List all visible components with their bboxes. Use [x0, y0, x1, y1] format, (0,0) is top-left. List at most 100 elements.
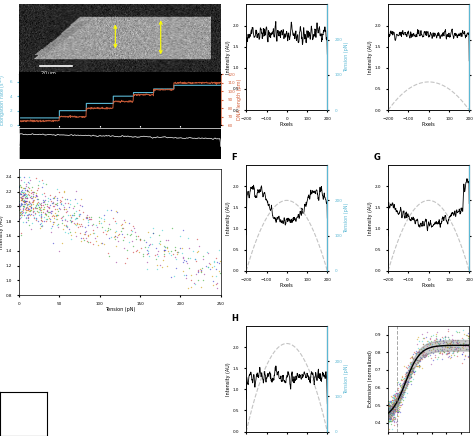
Point	[401, 380, 408, 387]
Point	[67, 232, 75, 238]
Point	[20, 201, 28, 208]
Point	[58, 239, 66, 246]
Point	[389, 415, 396, 422]
Point	[420, 348, 428, 355]
Point	[419, 344, 427, 351]
Point	[53, 215, 61, 222]
Point	[409, 368, 416, 375]
Point	[445, 350, 452, 357]
Point	[215, 247, 223, 254]
Point	[408, 358, 415, 365]
Point	[384, 420, 392, 427]
Point	[160, 247, 167, 254]
Point	[386, 406, 393, 413]
Point	[17, 202, 24, 209]
Point	[153, 250, 161, 257]
Point	[401, 385, 408, 392]
Point	[28, 194, 36, 201]
Point	[73, 215, 81, 221]
Point	[38, 222, 46, 229]
Point	[387, 404, 395, 411]
Point	[54, 211, 61, 218]
Point	[454, 342, 462, 349]
Point	[66, 200, 73, 207]
Point	[459, 348, 467, 355]
Point	[447, 338, 455, 345]
Point	[388, 398, 395, 405]
Point	[36, 207, 44, 214]
Point	[49, 194, 57, 201]
Point	[401, 363, 408, 370]
Point	[386, 414, 394, 421]
Point	[393, 397, 401, 404]
Point	[167, 273, 175, 280]
Point	[25, 207, 32, 214]
Point	[67, 228, 74, 235]
Point	[103, 206, 111, 213]
Point	[389, 405, 397, 412]
Point	[33, 204, 40, 211]
Point	[386, 402, 393, 409]
Point	[61, 216, 69, 223]
Point	[404, 375, 411, 382]
Point	[419, 337, 426, 344]
Point	[450, 347, 457, 354]
Point	[42, 211, 49, 218]
Point	[387, 415, 394, 422]
Point	[457, 341, 465, 348]
Point	[29, 188, 37, 195]
Point	[16, 174, 24, 181]
Point	[406, 370, 413, 377]
Point	[405, 362, 413, 369]
Point	[396, 409, 404, 416]
Point	[169, 251, 177, 258]
Point	[67, 197, 74, 204]
Point	[434, 339, 442, 346]
Point	[407, 372, 414, 379]
Point	[403, 365, 411, 372]
Point	[414, 348, 421, 355]
Point	[206, 260, 214, 267]
Point	[126, 220, 133, 227]
Point	[34, 208, 42, 215]
Point	[18, 183, 25, 190]
Point	[391, 396, 399, 403]
Point	[98, 240, 105, 247]
Point	[136, 237, 143, 244]
Point	[396, 395, 403, 402]
Point	[171, 246, 179, 253]
Point	[449, 337, 456, 344]
Point	[29, 201, 36, 208]
Point	[435, 341, 443, 347]
Point	[386, 404, 394, 411]
Point	[33, 208, 40, 215]
Point	[159, 263, 166, 270]
Point	[416, 361, 423, 368]
Point	[409, 355, 416, 362]
Point	[18, 188, 26, 195]
Point	[212, 272, 219, 279]
Point	[390, 394, 398, 401]
Point	[100, 240, 108, 247]
Point	[394, 397, 402, 404]
Point	[416, 348, 424, 355]
Point	[396, 391, 403, 398]
Point	[155, 239, 163, 246]
Point	[385, 405, 393, 412]
Point	[386, 413, 393, 420]
Point	[393, 406, 401, 413]
Point	[422, 341, 430, 348]
Point	[24, 217, 32, 224]
Point	[401, 374, 408, 381]
Point	[422, 349, 430, 356]
Point	[390, 401, 397, 408]
Point	[415, 333, 422, 340]
Point	[409, 354, 416, 361]
Point	[428, 342, 436, 349]
Point	[195, 269, 202, 276]
Point	[205, 250, 212, 257]
Point	[56, 198, 64, 205]
Point	[111, 235, 119, 242]
Point	[16, 206, 24, 213]
Point	[403, 376, 410, 383]
